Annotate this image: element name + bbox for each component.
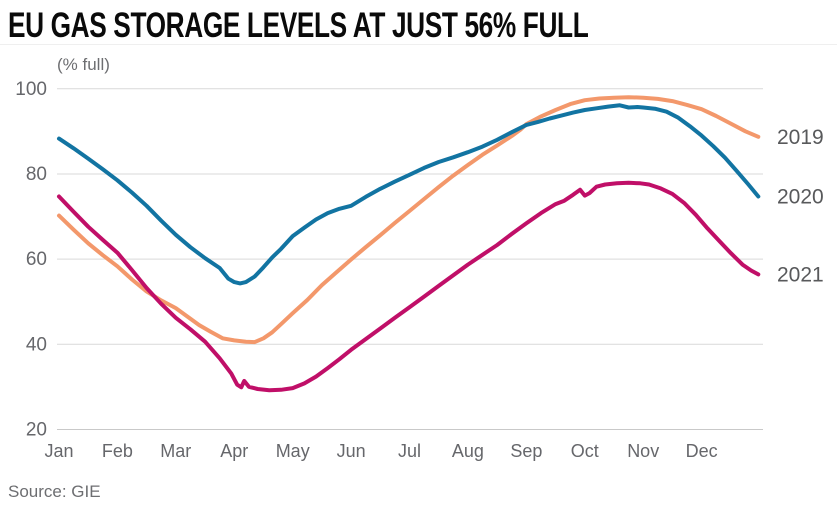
x-tick-label-jun: Jun [337,441,366,461]
x-tick-label-apr: Apr [220,441,248,461]
y-tick-label-80: 80 [26,164,47,185]
series-line-2019 [57,95,761,345]
y-axis-unit-label: (% full) [57,55,110,74]
y-tick-label-20: 20 [26,420,47,441]
x-tick-label-sep: Sep [510,441,542,461]
x-tick-label-feb: Feb [102,441,133,461]
y-tick-label-40: 40 [26,334,47,355]
x-tick-label-nov: Nov [627,441,659,461]
series-label-2020: 2020 [777,186,824,209]
x-tick-label-oct: Oct [571,441,599,461]
x-tick-label-jul: Jul [398,441,421,461]
title-divider [0,44,837,45]
series-label-2021: 2021 [777,263,824,286]
y-tick-label-100: 100 [15,79,47,100]
source-note: Source: GIE [8,482,101,501]
x-tick-label-jan: Jan [44,441,73,461]
x-tick-label-may: May [276,441,310,461]
series-line-2021 [57,180,761,393]
x-tick-label-dec: Dec [686,441,718,461]
series-line-2020 [57,103,761,286]
y-tick-label-60: 60 [26,249,47,270]
x-tick-label-aug: Aug [452,441,484,461]
chart-title: EU GAS STORAGE LEVELS AT JUST 56% FULL [8,6,589,45]
series-label-2019: 2019 [777,126,824,149]
x-tick-label-mar: Mar [160,441,191,461]
